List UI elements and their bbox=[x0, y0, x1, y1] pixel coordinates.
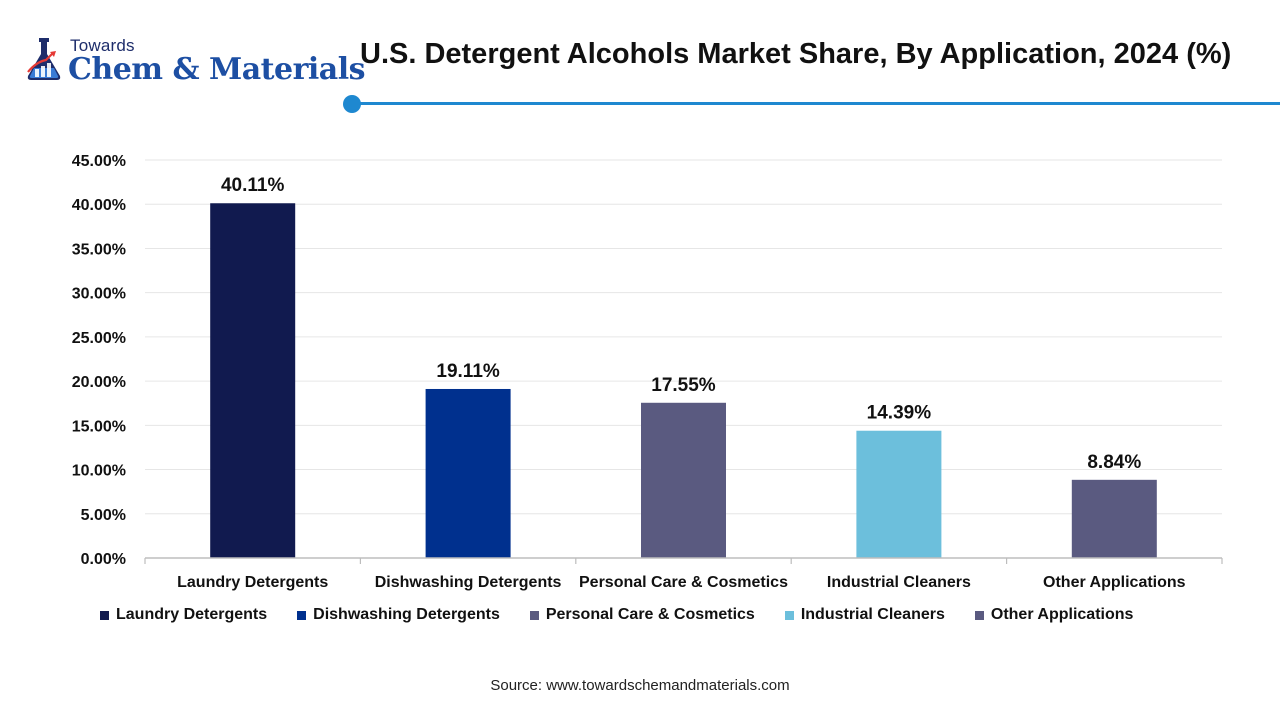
flask-icon bbox=[27, 38, 61, 80]
bars bbox=[210, 203, 1157, 558]
brand-logo: Towards Chem & Materials bbox=[22, 36, 366, 88]
data-labels: 40.11% 19.11% 17.55% 14.39% 8.84% bbox=[221, 175, 1141, 473]
y-tick-label: 45.00% bbox=[72, 153, 126, 170]
legend-label: Dishwashing Detergents bbox=[313, 606, 500, 623]
data-label: 40.11% bbox=[221, 175, 284, 196]
x-tick-label: Other Applications bbox=[1043, 574, 1186, 591]
legend-item: Other Applications bbox=[974, 606, 1134, 624]
bar bbox=[425, 388, 511, 558]
legend-item: Laundry Detergents bbox=[100, 606, 267, 624]
x-tick-label: Personal Care & Cosmetics bbox=[579, 574, 788, 591]
x-tick-label: Laundry Detergents bbox=[177, 574, 328, 591]
y-tick-label: 25.00% bbox=[72, 330, 126, 347]
legend-swatch bbox=[784, 610, 794, 620]
y-tick-label: 40.00% bbox=[72, 197, 126, 214]
data-label: 14.39% bbox=[867, 403, 932, 424]
x-tick-label: Industrial Cleaners bbox=[827, 574, 971, 591]
legend-label: Industrial Cleaners bbox=[800, 606, 945, 623]
y-tick-label: 30.00% bbox=[72, 286, 126, 303]
bar bbox=[641, 402, 726, 558]
data-label: 8.84% bbox=[1087, 452, 1141, 473]
legend-swatch bbox=[529, 610, 539, 620]
data-label: 19.11% bbox=[436, 361, 499, 382]
y-tick-label: 20.00% bbox=[72, 374, 126, 391]
x-tick-label: Dishwashing Detergents bbox=[375, 574, 562, 591]
legend-item: Personal Care & Cosmetics bbox=[529, 606, 755, 624]
legend-item: Dishwashing Detergents bbox=[297, 606, 500, 624]
bar-chart: 0.00% 5.00% 10.00% 15.00% 20.00% 25.00% 30.00%… bbox=[72, 153, 1223, 591]
legend-swatch bbox=[974, 610, 984, 620]
data-label: 17.55% bbox=[651, 375, 716, 396]
legend-label: Laundry Detergents bbox=[116, 606, 268, 623]
legend-swatch bbox=[297, 610, 307, 620]
bar bbox=[1071, 479, 1157, 558]
legend-item: Industrial Cleaners bbox=[784, 606, 945, 624]
y-tick-label: 10.00% bbox=[72, 463, 126, 480]
gridlines bbox=[145, 159, 1222, 515]
bar bbox=[856, 430, 942, 558]
page-title: U.S. Detergent Alcohols Market Share, By… bbox=[360, 38, 1232, 70]
legend-label: Personal Care & Cosmetics bbox=[545, 606, 755, 623]
title-rule bbox=[352, 102, 1280, 105]
bar bbox=[210, 203, 296, 558]
y-tick-label: 35.00% bbox=[72, 241, 126, 258]
y-axis: 0.00% 5.00% 10.00% 15.00% 20.00% 25.00% 30.00%… bbox=[72, 153, 126, 568]
legend: Laundry Detergents Dishwashing Detergents… bbox=[100, 604, 1220, 626]
legend-swatch bbox=[100, 610, 109, 620]
y-tick-label: 15.00% bbox=[72, 418, 126, 435]
y-tick-label: 0.00% bbox=[81, 551, 126, 568]
source-note: Source: www.towardschemandmaterials.com bbox=[490, 677, 790, 694]
logo-main-text: Chem & Materials bbox=[68, 52, 366, 87]
y-tick-label: 5.00% bbox=[81, 507, 126, 524]
logo-top-text: Towards bbox=[70, 36, 135, 55]
legend-label: Other Applications bbox=[990, 606, 1134, 623]
x-axis: Laundry Detergents Dishwashing Detergents… bbox=[144, 557, 1223, 591]
